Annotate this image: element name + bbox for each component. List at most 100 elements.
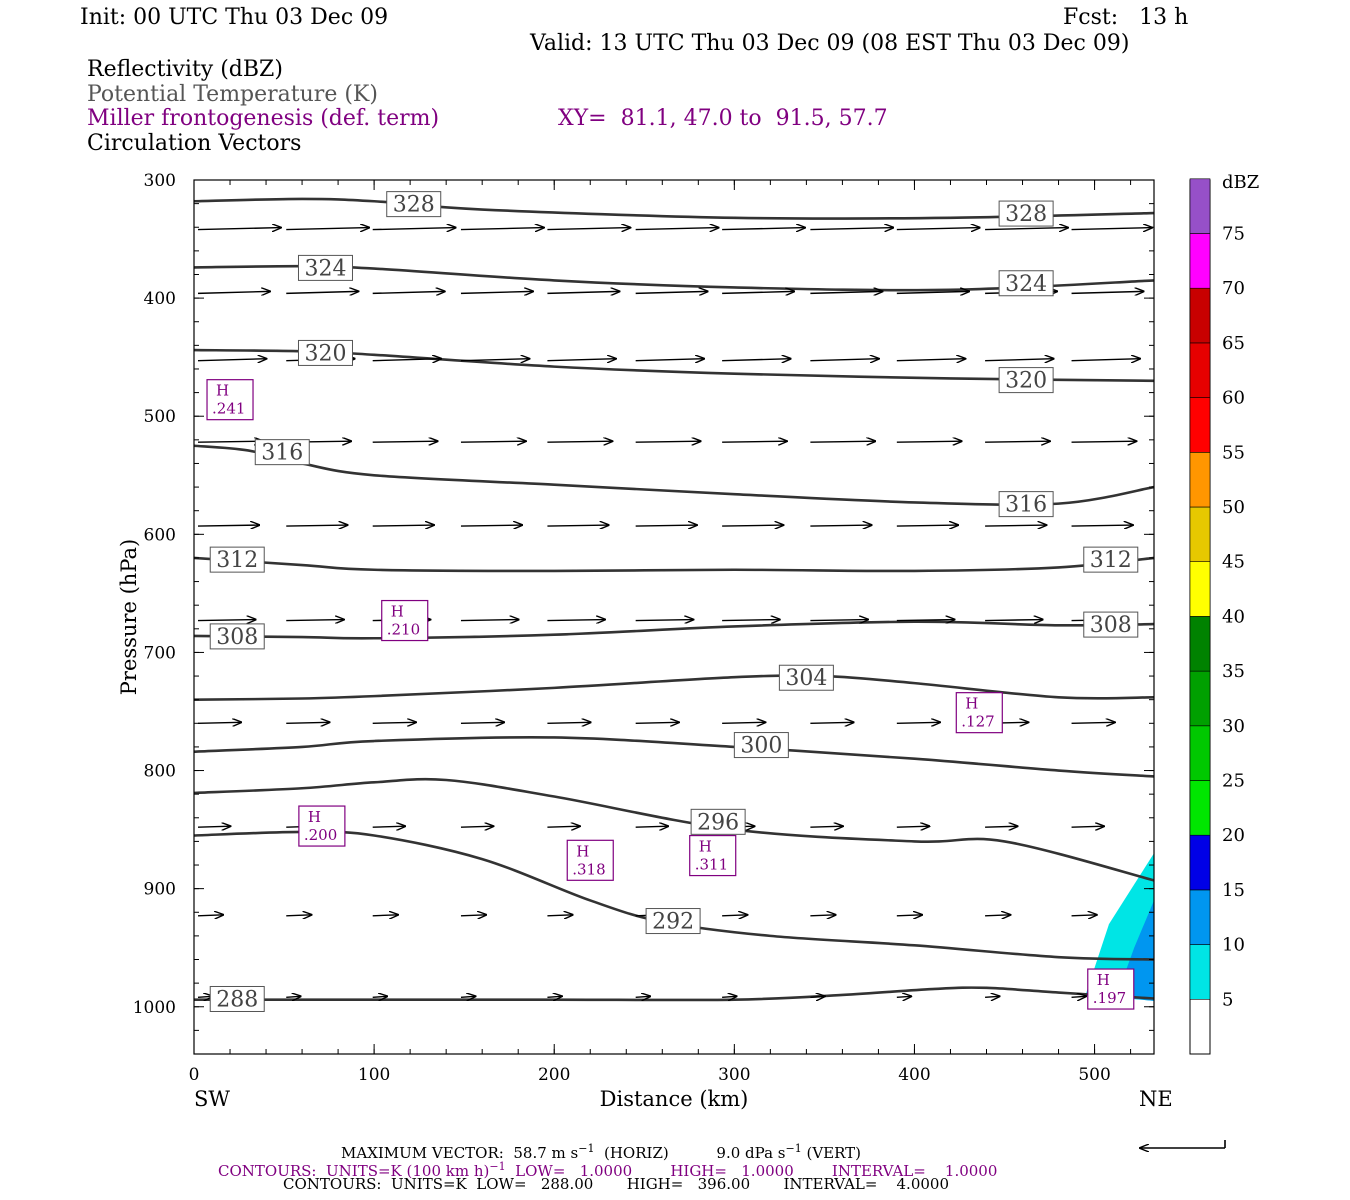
y-axis-title: Pressure (hPa): [117, 539, 141, 695]
fronto-max-box: [1087, 968, 1135, 1010]
field-reflectivity: Reflectivity (dBZ): [87, 57, 283, 82]
vector-arrow: [635, 441, 701, 442]
vector-arrow: [372, 826, 405, 827]
vector-arrow: [197, 915, 223, 916]
x-end-label-right: NE: [1139, 1087, 1173, 1111]
theta-label-box-320: [297, 339, 353, 366]
vector-arrow: [460, 359, 529, 361]
y-tick-label: 700: [144, 643, 176, 663]
unit-exponent: −1: [578, 1142, 595, 1155]
vector-arrow: [635, 291, 708, 293]
valid-time: Valid: 13 UTC Thu 03 Dec 09 (08 EST Thu …: [530, 31, 1130, 56]
fronto-contours-range: LOW= 1.0000 HIGH= 1.0000 INTERVAL= 1.000…: [515, 1162, 998, 1180]
colorbar-label-45: 45: [1222, 552, 1245, 573]
vector-arrow: [372, 359, 441, 361]
theta-contour-304: [193, 674, 1155, 701]
fronto-max-value: .127: [961, 713, 994, 731]
fronto-max-value: .311: [695, 856, 728, 874]
vector-arrow: [372, 915, 398, 916]
vector-arrow: [547, 291, 619, 293]
vector-arrow: [197, 722, 241, 723]
colorbar-label-20: 20: [1222, 825, 1245, 846]
theta-label-292: 292: [652, 910, 694, 935]
colorbar-label-35: 35: [1222, 661, 1245, 682]
fronto-max-value: .200: [304, 826, 337, 844]
vector-arrow: [722, 722, 765, 723]
vector-arrow: [810, 359, 878, 361]
theta-label-box-312: [1083, 546, 1139, 573]
vector-arrow: [460, 996, 475, 997]
footer-max-vector: MAXIMUM VECTOR: 58.7 m s−1 (HORIZ) 9.0 d…: [341, 1140, 861, 1162]
fronto-max-label: H: [391, 603, 404, 621]
vector-arrow: [635, 525, 697, 526]
vector-arrow: [547, 441, 612, 442]
vector-arrow: [635, 359, 704, 361]
vector-arrow: [547, 228, 630, 230]
xy-endpoints: XY= 81.1, 47.0 to 91.5, 57.7: [558, 106, 888, 131]
theta-label-box-292: [645, 908, 701, 935]
theta-label-312: 312: [1090, 548, 1132, 573]
fronto-max-value: .197: [1093, 989, 1126, 1007]
theta-label-304: 304: [785, 666, 827, 691]
fronto-max-box: [298, 805, 346, 847]
theta-contour-312: [193, 556, 1155, 573]
max-vector-horiz: MAXIMUM VECTOR: 58.7 m s: [341, 1144, 579, 1162]
vector-arrow: [896, 359, 965, 361]
vector-arrow: [286, 228, 369, 230]
y-tick-label: 800: [144, 762, 176, 782]
vector-arrow: [460, 228, 544, 230]
vector-arrow: [985, 620, 1043, 621]
theta-label-box-296: [690, 808, 746, 835]
vector-arrow: [896, 996, 911, 997]
colorbar-label-25: 25: [1222, 771, 1245, 792]
theta-label-300: 300: [740, 734, 782, 759]
theta-label-box-328: [386, 191, 442, 218]
vector-arrow: [460, 525, 522, 526]
vector-arrow: [197, 826, 230, 827]
vector-arrow: [635, 826, 668, 827]
vector-arrow: [286, 620, 344, 621]
field-frontogenesis: Miller frontogenesis (def. term): [87, 106, 440, 131]
fronto-max-label: H: [216, 382, 229, 400]
theta-contour-300: [193, 735, 1155, 778]
vector-arrow: [460, 291, 533, 293]
vector-arrow: [635, 996, 650, 997]
vector-arrow: [286, 722, 329, 723]
vector-arrow: [896, 915, 922, 916]
theta-label-320: 320: [304, 341, 346, 366]
x-tick-label: 400: [898, 1065, 930, 1085]
vector-arrow: [460, 915, 486, 916]
colorbar-swatch-60: [1189, 342, 1211, 398]
theta-contour-296: [193, 777, 1155, 882]
colorbar-swatch-45: [1189, 506, 1211, 563]
vector-arrow: [197, 228, 281, 230]
field-vectors: Circulation Vectors: [87, 131, 302, 156]
colorbar-swatch-65: [1189, 287, 1211, 344]
vector-arrow: [372, 722, 416, 723]
contour-label-layer: 328 328 324 324 320 320 316 316 312 312 308 308 304 3…: [209, 191, 1139, 1012]
theta-label-312: 312: [216, 548, 258, 573]
theta-label-box-324: [297, 254, 353, 281]
vector-arrow: [1071, 228, 1152, 230]
y-tick-label: 900: [144, 880, 176, 900]
vector-arrow: [985, 441, 1050, 442]
vector-arrow: [286, 291, 358, 293]
vector-arrow: [722, 228, 805, 230]
theta-label-308: 308: [1090, 613, 1132, 638]
theta-label-box-288: [209, 985, 265, 1012]
theta-label-296: 296: [697, 810, 739, 835]
colorbar-swatch-40: [1189, 561, 1211, 617]
fronto-max-box: [206, 379, 254, 421]
axis-layer: 0 100 200 300 400 500 300 400 500 600 700 800 900 100…: [117, 171, 1173, 1111]
theta-label-box-324: [998, 270, 1054, 297]
vector-arrow: [1071, 915, 1097, 916]
vector-arrow: [197, 291, 270, 293]
theta-label-box-308: [1083, 611, 1139, 638]
vector-arrow: [896, 441, 962, 442]
y-tick-label: 400: [144, 289, 176, 309]
vector-arrow: [896, 228, 980, 230]
colorbar-swatch-30: [1189, 670, 1211, 727]
vector-arrow: [460, 441, 526, 442]
vector-arrow: [722, 915, 747, 916]
theta-label-box-304: [778, 664, 834, 691]
